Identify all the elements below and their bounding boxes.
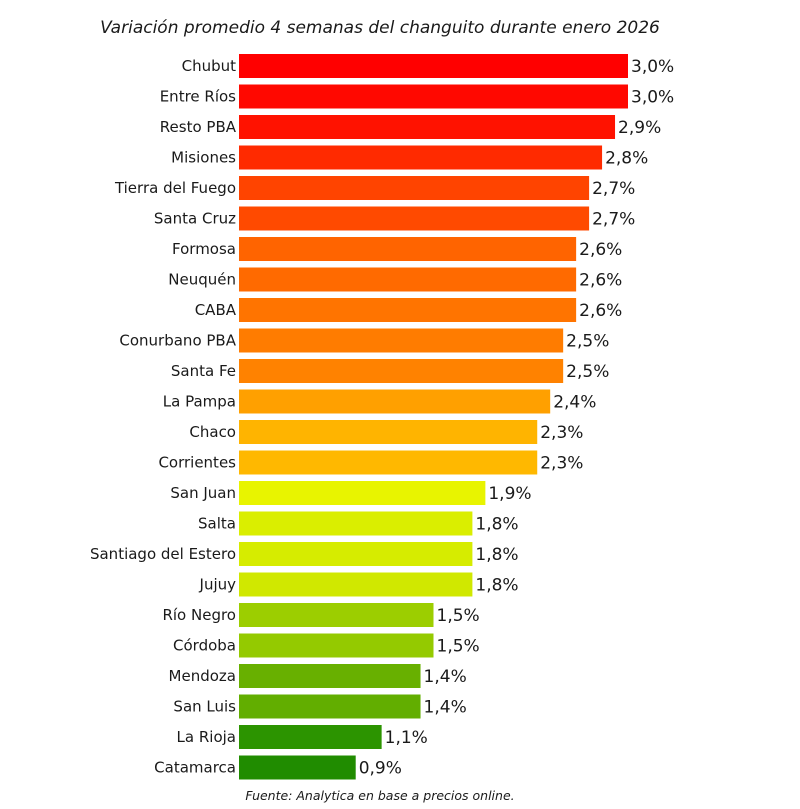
bar [239, 511, 473, 536]
category-label: Chubut [182, 57, 237, 75]
category-label: Mendoza [169, 667, 236, 685]
bar [239, 664, 421, 688]
value-label: 2,7% [592, 210, 635, 230]
category-label: Santa Fe [171, 362, 236, 380]
bar [239, 267, 577, 292]
bar [239, 694, 421, 719]
category-label: Chaco [189, 423, 236, 441]
value-label: 1,8% [475, 545, 518, 565]
category-label: Conurbano PBA [119, 332, 236, 350]
value-label: 1,1% [385, 728, 428, 748]
category-label: San Juan [170, 484, 236, 502]
bar [239, 572, 473, 597]
chart-source-footer: Fuente: Analytica en base a precios onli… [245, 788, 515, 803]
category-label: Formosa [172, 240, 236, 258]
bar [239, 298, 577, 322]
bar [239, 54, 628, 78]
bar [239, 145, 603, 170]
category-label: Misiones [171, 149, 236, 167]
category-label: Tierra del Fuego [114, 179, 236, 197]
bar [239, 633, 434, 658]
category-label: La Pampa [163, 393, 236, 411]
value-label: 3,0% [631, 88, 674, 108]
bar [239, 328, 564, 353]
value-label: 2,3% [540, 454, 583, 474]
category-label: CABA [195, 301, 237, 319]
category-label: Resto PBA [160, 118, 237, 136]
bar [239, 84, 628, 109]
value-label: 2,8% [605, 149, 648, 169]
bar [239, 755, 356, 780]
category-label: Santiago del Estero [90, 545, 236, 563]
bar [239, 115, 616, 139]
bar [239, 481, 486, 505]
value-label: 2,9% [618, 118, 661, 138]
category-label: Jujuy [199, 576, 237, 594]
value-label: 2,6% [579, 271, 622, 291]
value-label: 2,3% [540, 423, 583, 443]
value-label: 1,5% [437, 637, 480, 657]
chart-title: Variación promedio 4 semanas del changui… [100, 18, 660, 38]
value-label: 2,6% [579, 240, 622, 260]
value-label: 1,9% [488, 484, 531, 504]
bar [239, 176, 590, 200]
category-label: Río Negro [162, 606, 236, 624]
value-label: 2,5% [566, 332, 609, 352]
bar [239, 389, 551, 414]
category-label: San Luis [173, 698, 236, 716]
value-label: 2,7% [592, 179, 635, 199]
value-label: 2,4% [553, 393, 596, 413]
bar [239, 237, 577, 261]
bar [239, 420, 538, 444]
value-label: 1,4% [424, 698, 467, 718]
value-label: 1,8% [475, 576, 518, 596]
value-label: 3,0% [631, 57, 674, 77]
category-label: Entre Ríos [160, 88, 236, 106]
value-label: 0,9% [359, 759, 402, 779]
bar [239, 603, 434, 627]
value-label: 1,4% [424, 667, 467, 687]
category-label: Santa Cruz [154, 210, 236, 228]
category-label: Catamarca [154, 759, 236, 777]
value-label: 2,5% [566, 362, 609, 382]
category-label: Neuquén [168, 271, 236, 289]
bar [239, 450, 538, 475]
bar [239, 359, 564, 383]
category-label: Córdoba [173, 637, 236, 655]
value-label: 1,5% [437, 606, 480, 626]
value-label: 2,6% [579, 301, 622, 321]
value-label: 1,8% [475, 515, 518, 535]
category-label: La Rioja [177, 728, 236, 746]
bar [239, 542, 473, 566]
bar [239, 725, 382, 749]
category-label: Corrientes [158, 454, 236, 472]
category-label: Salta [198, 515, 236, 533]
bar [239, 206, 590, 231]
